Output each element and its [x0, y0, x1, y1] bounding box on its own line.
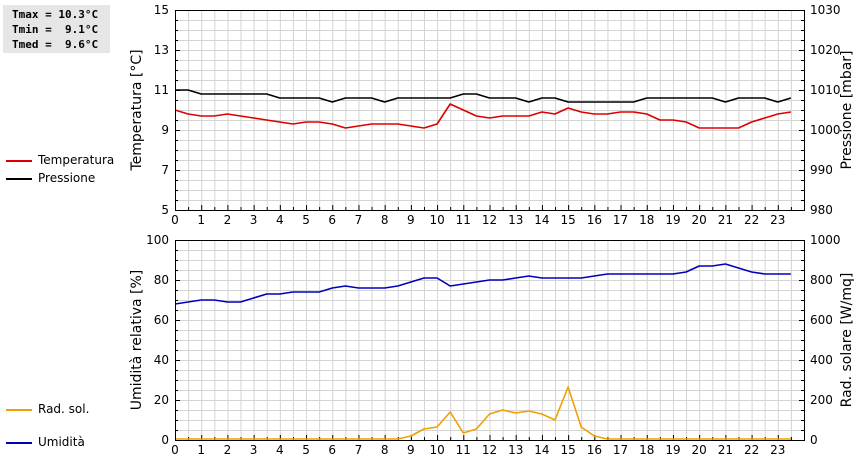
- y-tick-label-right-hum-600: 600: [810, 313, 833, 327]
- x-tick-label-hum-8: 8: [381, 443, 389, 457]
- x-tick-label-hum-11: 11: [456, 443, 471, 457]
- chart-hum: 0 1 2 3 4 5 6 7 8 9 10 11 12 13 14 15 16 17 18 19 20 21 22 2302…: [129, 233, 855, 457]
- x-tick-label-hum-18: 18: [639, 443, 654, 457]
- legend-swatch-temperatura: [6, 160, 32, 162]
- x-tick-label-hum-20: 20: [692, 443, 707, 457]
- y-tick-label-left-hum-60: 60: [154, 313, 169, 327]
- stat-tmax: Tmax = 10.3°C: [12, 8, 99, 21]
- y-tick-label-right-hum-400: 400: [810, 353, 833, 367]
- x-tick-label-temp-2: 2: [224, 213, 232, 227]
- y-tick-label-right-temp-1030: 1030: [810, 3, 841, 17]
- x-tick-label-hum-2: 2: [224, 443, 232, 457]
- x-tick-label-hum-17: 17: [613, 443, 628, 457]
- x-tick-label-temp-7: 7: [355, 213, 363, 227]
- y-tick-label-left-temp-9: 9: [161, 123, 169, 137]
- y-tick-label-right-temp-1020: 1020: [810, 43, 841, 57]
- x-tick-label-hum-10: 10: [429, 443, 444, 457]
- x-tick-label-hum-6: 6: [328, 443, 336, 457]
- x-tick-label-temp-14: 14: [534, 213, 549, 227]
- y-tick-label-right-temp-990: 990: [810, 163, 833, 177]
- legend-label-umidita: Umidità: [38, 435, 85, 449]
- x-tick-label-hum-15: 15: [560, 443, 575, 457]
- y-tick-label-left-temp-7: 7: [161, 163, 169, 177]
- x-tick-label-temp-11: 11: [456, 213, 471, 227]
- y-tick-label-left-hum-80: 80: [154, 273, 169, 287]
- x-tick-label-hum-0: 0: [171, 443, 179, 457]
- y-axis-title-right-hum: Rad. solare [W/mq]: [839, 273, 855, 408]
- x-tick-label-temp-19: 19: [665, 213, 680, 227]
- stat-tmed: Tmed = 9.6°C: [12, 38, 99, 51]
- x-tick-label-temp-5: 5: [302, 213, 310, 227]
- y-tick-label-left-temp-11: 11: [154, 83, 169, 97]
- x-tick-label-temp-10: 10: [429, 213, 444, 227]
- legend-swatch-umidita: [6, 442, 32, 444]
- x-tick-label-hum-7: 7: [355, 443, 363, 457]
- legend-swatch-pressione: [6, 178, 32, 180]
- y-tick-label-left-hum-0: 0: [161, 433, 169, 447]
- y-tick-label-left-temp-15: 15: [154, 3, 169, 17]
- x-tick-label-temp-18: 18: [639, 213, 654, 227]
- x-tick-label-temp-4: 4: [276, 213, 284, 227]
- x-tick-label-temp-1: 1: [197, 213, 205, 227]
- y-tick-label-left-hum-40: 40: [154, 353, 169, 367]
- x-tick-label-temp-20: 20: [692, 213, 707, 227]
- x-tick-label-temp-15: 15: [560, 213, 575, 227]
- y-axis-title-right-temp: Pressione [mbar]: [839, 50, 855, 169]
- plot-frame-hum: [175, 240, 805, 441]
- x-tick-label-temp-8: 8: [381, 213, 389, 227]
- y-axis-title-left-hum: Umidità relativa [%]: [129, 270, 145, 411]
- plot-frame-temp: [175, 10, 805, 211]
- x-tick-label-hum-4: 4: [276, 443, 284, 457]
- y-tick-label-right-hum-200: 200: [810, 393, 833, 407]
- x-tick-label-temp-3: 3: [250, 213, 258, 227]
- series-line-pressione: [175, 89, 792, 103]
- legend-swatch-radsol: [6, 409, 32, 411]
- x-tick-label-temp-6: 6: [328, 213, 336, 227]
- series-line-umidita: [174, 263, 791, 305]
- x-tick-label-hum-14: 14: [534, 443, 549, 457]
- y-tick-label-right-temp-1000: 1000: [810, 123, 841, 137]
- x-tick-label-temp-21: 21: [718, 213, 733, 227]
- x-tick-label-hum-1: 1: [197, 443, 205, 457]
- x-tick-label-hum-21: 21: [718, 443, 733, 457]
- x-tick-label-temp-12: 12: [482, 213, 497, 227]
- y-axis-title-left-temp: Temperatura [°C]: [129, 49, 145, 171]
- y-tick-label-right-temp-1010: 1010: [810, 83, 841, 97]
- x-tick-label-hum-16: 16: [587, 443, 602, 457]
- y-tick-label-right-temp-980: 980: [810, 203, 833, 217]
- stats-box: Tmax = 10.3°C Tmin = 9.1°C Tmed = 9.6°C: [3, 5, 110, 53]
- legend-label-pressione: Pressione: [38, 171, 96, 185]
- series-line-radsol: [175, 386, 791, 440]
- x-tick-label-temp-0: 0: [171, 213, 179, 227]
- chart-temp: 0 1 2 3 4 5 6 7 8 9 10 11 12 13 14 15 16 17 18 19 20 21 22 2357…: [129, 3, 855, 227]
- stat-tmin: Tmin = 9.1°C: [12, 23, 99, 36]
- y-tick-label-left-hum-20: 20: [154, 393, 169, 407]
- y-tick-label-left-temp-13: 13: [154, 43, 169, 57]
- y-tick-label-left-temp-5: 5: [161, 203, 169, 217]
- y-tick-label-right-hum-800: 800: [810, 273, 833, 287]
- x-tick-label-temp-22: 22: [744, 213, 759, 227]
- x-tick-label-hum-19: 19: [665, 443, 680, 457]
- x-tick-label-temp-16: 16: [587, 213, 602, 227]
- x-tick-label-hum-9: 9: [407, 443, 415, 457]
- x-tick-label-hum-13: 13: [508, 443, 523, 457]
- x-tick-label-temp-9: 9: [407, 213, 415, 227]
- x-tick-label-temp-13: 13: [508, 213, 523, 227]
- x-tick-label-hum-23: 23: [770, 443, 785, 457]
- grid-temp: [175, 10, 804, 210]
- x-tick-label-hum-5: 5: [302, 443, 310, 457]
- x-tick-label-hum-3: 3: [250, 443, 258, 457]
- series-line-temperatura: [174, 103, 792, 129]
- x-tick-label-hum-12: 12: [482, 443, 497, 457]
- y-tick-label-left-hum-100: 100: [146, 233, 169, 247]
- legend-label-temperatura: Temperatura: [38, 153, 115, 167]
- x-tick-label-temp-17: 17: [613, 213, 628, 227]
- legend-label-radsol: Rad. sol.: [38, 402, 90, 416]
- y-tick-label-right-hum-1000: 1000: [810, 233, 841, 247]
- x-tick-label-hum-22: 22: [744, 443, 759, 457]
- grid-hum: [175, 240, 804, 440]
- x-tick-label-temp-23: 23: [770, 213, 785, 227]
- y-tick-label-right-hum-0: 0: [810, 433, 818, 447]
